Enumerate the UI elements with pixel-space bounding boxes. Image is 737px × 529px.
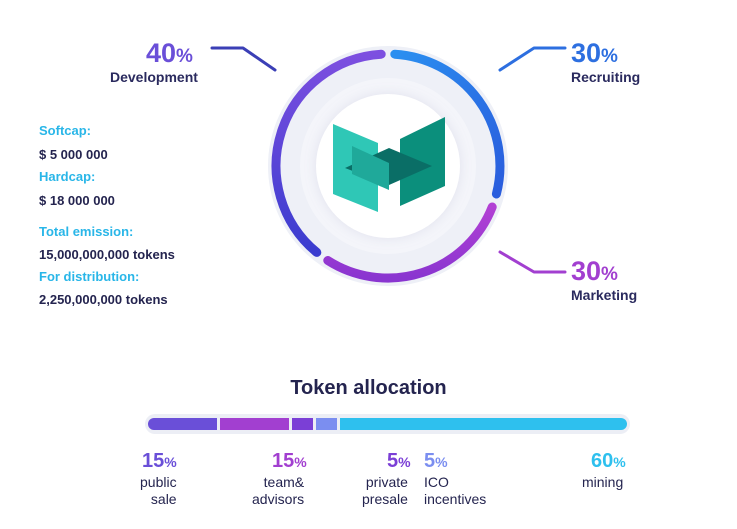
allocation-percent-mining: 60% bbox=[591, 450, 626, 472]
allocation-percent-ico-incentives: 5% bbox=[424, 450, 448, 472]
total-emission-value: 15,000,000,000 tokens bbox=[39, 247, 175, 262]
allocation-segment-mining bbox=[339, 418, 627, 430]
m-logo-icon bbox=[333, 117, 445, 212]
recruiting-label: Recruiting bbox=[571, 69, 641, 85]
allocation-segment-private-presale bbox=[291, 418, 313, 430]
marketing-leader-line bbox=[498, 250, 567, 274]
total-emission-label: Total emission: bbox=[39, 224, 134, 239]
allocation-percent-private-presale: 5% bbox=[387, 450, 411, 472]
allocation-segment-public-sale bbox=[148, 418, 217, 430]
marketing-label: Marketing bbox=[571, 287, 638, 303]
hardcap-label: Hardcap: bbox=[39, 169, 96, 184]
marketing-percent: 30% bbox=[571, 256, 618, 286]
recruiting-leader-line bbox=[498, 46, 567, 72]
softcap-value: $ 5 000 000 bbox=[39, 147, 108, 162]
allocation-label-public-sale: public sale bbox=[140, 474, 177, 507]
allocation-donut-chart bbox=[210, 46, 567, 286]
allocation-label-ico-incentives: ICO incentives bbox=[424, 474, 487, 507]
development-percent: 40% bbox=[146, 38, 193, 68]
recruiting-slice bbox=[390, 49, 505, 199]
marketing-slice bbox=[323, 202, 497, 283]
allocation-percent-public-sale: 15% bbox=[142, 450, 177, 472]
distribution-value: 2,250,000,000 tokens bbox=[39, 292, 168, 307]
development-label: Development bbox=[110, 69, 198, 85]
recruiting-percent: 30% bbox=[571, 38, 618, 68]
allocation-percent-team-advisors: 15% bbox=[272, 450, 307, 472]
development-slice bbox=[271, 49, 386, 257]
allocation-segment-team-advisors bbox=[219, 418, 289, 430]
development-leader-line bbox=[210, 46, 277, 72]
allocation-label-private-presale: private presale bbox=[362, 474, 408, 507]
distribution-label: For distribution: bbox=[39, 269, 140, 284]
hardcap-value: $ 18 000 000 bbox=[39, 193, 115, 208]
softcap-label: Softcap: bbox=[39, 123, 91, 138]
token-allocation-title: Token allocation bbox=[290, 377, 447, 399]
allocation-label-mining: mining bbox=[582, 474, 624, 490]
allocation-segment-ico-incentives bbox=[315, 418, 337, 430]
allocation-label-team-advisors: team& advisors bbox=[252, 474, 305, 507]
